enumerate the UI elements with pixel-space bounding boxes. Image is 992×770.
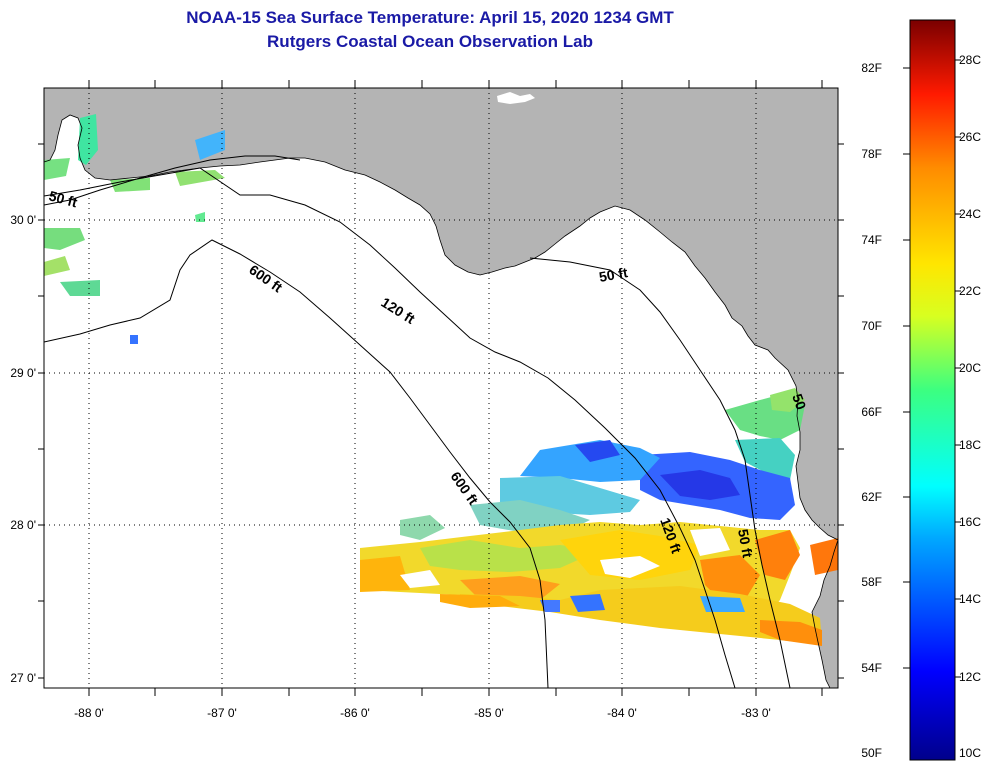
lon-label: -87 0' — [207, 706, 237, 720]
colorbar-c-label: 24C — [959, 207, 982, 221]
lon-label: -83 0' — [741, 706, 771, 720]
colorbar-c-label: 28C — [959, 53, 982, 67]
lat-label: 30 0' — [10, 213, 36, 227]
colorbar-c-label: 10C — [959, 746, 982, 760]
lon-label: -84 0' — [607, 706, 637, 720]
axis-ticks — [38, 80, 844, 696]
colorbar-f-label: 54F — [861, 661, 882, 675]
contour-label: 50 ft — [735, 528, 756, 559]
contour-label: 50 ft — [598, 264, 629, 285]
graticule — [44, 88, 838, 688]
colorbar-f-label: 66F — [861, 405, 882, 419]
lon-label: -85 0' — [474, 706, 504, 720]
depth-contours — [44, 155, 791, 688]
sst-data — [44, 114, 838, 646]
colorbar-f-label: 70F — [861, 319, 882, 333]
map-subtitle: Rutgers Coastal Ocean Observation Lab — [267, 32, 593, 51]
colorbar-f-label: 62F — [861, 490, 882, 504]
lat-label: 28 0' — [10, 518, 36, 532]
colorbar-f-label: 74F — [861, 233, 882, 247]
colorbar — [909, 19, 956, 761]
colorbar-c-label: 14C — [959, 592, 982, 606]
colorbar-c-label: 22C — [959, 284, 982, 298]
colorbar-f-label: 58F — [861, 575, 882, 589]
colorbar-f-label: 82F — [861, 61, 882, 75]
colorbar-c-label: 18C — [959, 438, 982, 452]
colorbar-f-label: 50F — [861, 746, 882, 760]
land-area — [44, 88, 838, 540]
colorbar-c-label: 12C — [959, 670, 982, 684]
colorbar-f-label: 78F — [861, 147, 882, 161]
lon-label: -86 0' — [340, 706, 370, 720]
lat-label: 27 0' — [10, 671, 36, 685]
map-frame — [43, 87, 839, 689]
colorbar-c-label: 16C — [959, 515, 982, 529]
contour-label: 50 — [789, 392, 809, 412]
contour-label: 50 ft — [47, 187, 79, 210]
map-title: NOAA-15 Sea Surface Temperature: April 1… — [186, 8, 674, 27]
colorbar-ticks — [903, 59, 961, 678]
lon-label: -88 0' — [74, 706, 104, 720]
colorbar-c-label: 26C — [959, 130, 982, 144]
lat-label: 29 0' — [10, 366, 36, 380]
colorbar-c-label: 20C — [959, 361, 982, 375]
